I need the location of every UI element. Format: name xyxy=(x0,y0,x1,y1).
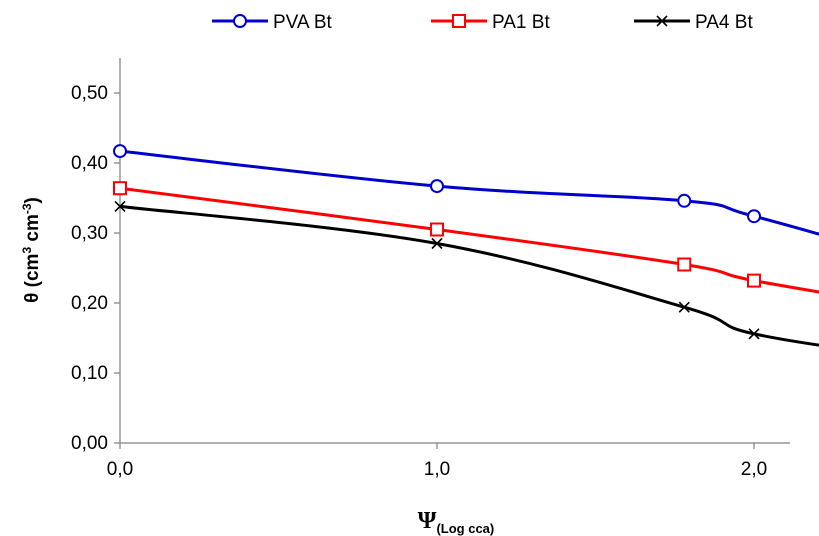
legend-item-pa1-bt: PA1 Bt xyxy=(431,12,550,33)
ticks: 0,000,100,200,300,400,500,01,02,03,04,0 xyxy=(71,83,767,480)
y-axis-title: θ (cm3 cm-3) xyxy=(20,197,43,303)
data-point-pva-bt xyxy=(747,209,761,224)
legend-marker xyxy=(656,15,668,27)
y-tick-label: 0,30 xyxy=(71,223,108,244)
series-layer xyxy=(113,144,819,347)
data-point-pva-bt xyxy=(430,179,444,194)
legend-item-pva-bt: PVA Bt xyxy=(212,12,333,33)
data-point-pa4-bt xyxy=(114,200,126,212)
x-axis-title-main: Ψ xyxy=(418,508,437,534)
data-point-pa1-bt xyxy=(677,257,692,272)
legend-label: PVA Bt xyxy=(273,12,333,33)
legend-marker xyxy=(452,14,466,28)
data-point-pa4-bt xyxy=(431,237,443,250)
x-axis-title-sub: (Log cca) xyxy=(436,521,494,536)
legend-label: PA4 Bt xyxy=(695,12,753,33)
x-tick-label: 0,0 xyxy=(107,459,133,480)
y-axis-title-sup2: -3 xyxy=(20,203,34,214)
y-tick-label: 0,10 xyxy=(71,363,108,384)
data-point-pva-bt xyxy=(677,193,692,208)
legend-label: PA1 Bt xyxy=(492,12,550,33)
data-point-pa1-bt xyxy=(430,222,444,237)
data-point-pa4-bt xyxy=(678,301,690,313)
data-point-pa1-bt xyxy=(747,273,761,288)
y-tick-label: 0,40 xyxy=(71,153,108,174)
series-pva-bt xyxy=(113,144,819,236)
axes xyxy=(119,58,790,444)
y-axis-title-suffix: ) xyxy=(22,197,43,203)
x-tick-label: 1,0 xyxy=(424,459,450,480)
y-axis-title-mid: cm xyxy=(22,214,43,247)
legend-item-pa4-bt: PA4 Bt xyxy=(634,12,753,33)
data-point-pva-bt xyxy=(113,144,127,159)
legend-marker xyxy=(233,14,247,28)
y-tick-label: 0,50 xyxy=(71,83,108,104)
y-axis-title-sup1: 3 xyxy=(20,247,34,254)
series-line-pa1-bt xyxy=(119,186,819,294)
y-tick-label: 0,00 xyxy=(71,433,108,454)
x-axis-title: Ψ(Log cca) xyxy=(418,508,495,536)
series-pa4-bt xyxy=(114,200,819,347)
legend: PVA Bt PA1 Bt PA4 Bt xyxy=(212,12,753,33)
y-tick-label: 0,20 xyxy=(71,293,108,314)
data-point-pa4-bt xyxy=(748,328,760,340)
x-tick-label: 2,0 xyxy=(741,459,767,480)
series-pa1-bt xyxy=(113,181,819,294)
y-axis-title-prefix: θ (cm xyxy=(22,254,43,303)
data-point-pa1-bt xyxy=(113,181,127,196)
series-line-pva-bt xyxy=(119,149,819,236)
